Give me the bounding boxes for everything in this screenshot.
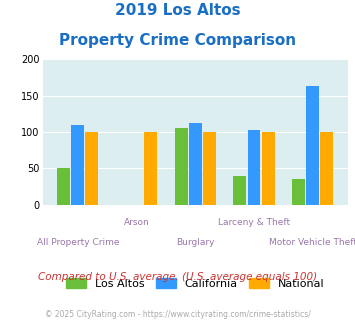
Bar: [320, 132, 333, 205]
Text: © 2025 CityRating.com - https://www.cityrating.com/crime-statistics/: © 2025 CityRating.com - https://www.city…: [45, 310, 310, 319]
Bar: [57, 168, 70, 205]
Text: Larceny & Theft: Larceny & Theft: [218, 218, 290, 227]
Text: Property Crime Comparison: Property Crime Comparison: [59, 33, 296, 48]
Bar: [86, 132, 98, 205]
Bar: [203, 132, 216, 205]
Text: Burglary: Burglary: [176, 238, 214, 247]
Bar: [144, 132, 157, 205]
Bar: [292, 179, 305, 205]
Bar: [262, 132, 274, 205]
Bar: [247, 130, 261, 205]
Bar: [189, 122, 202, 205]
Bar: [234, 176, 246, 205]
Text: 2019 Los Altos: 2019 Los Altos: [115, 3, 240, 18]
Text: Motor Vehicle Theft: Motor Vehicle Theft: [269, 238, 355, 247]
Bar: [175, 128, 188, 205]
Legend: Los Altos, California, National: Los Altos, California, National: [66, 278, 324, 289]
Text: All Property Crime: All Property Crime: [37, 238, 119, 247]
Text: Arson: Arson: [124, 218, 149, 227]
Text: Compared to U.S. average. (U.S. average equals 100): Compared to U.S. average. (U.S. average …: [38, 272, 317, 282]
Bar: [306, 86, 319, 205]
Bar: [71, 125, 84, 205]
